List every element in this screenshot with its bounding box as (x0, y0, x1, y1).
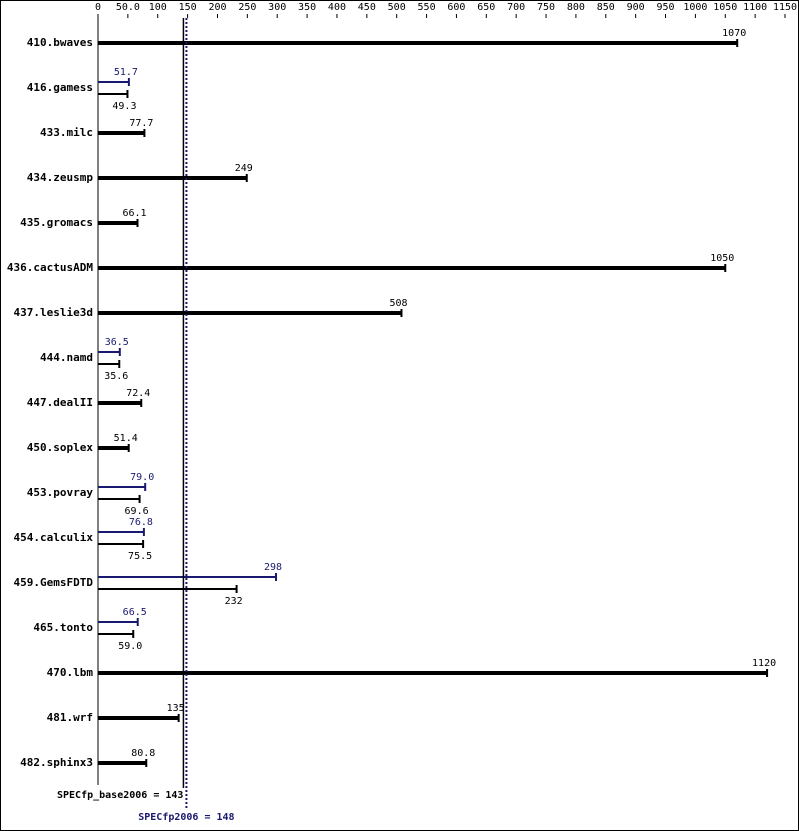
x-tick-label: 550 (418, 2, 436, 13)
x-tick-label: 0 (95, 2, 101, 13)
value-label: 75.5 (128, 551, 152, 562)
x-tick-label: 800 (567, 2, 585, 13)
x-tick-label: 1100 (743, 2, 767, 13)
bar (98, 176, 247, 180)
x-tick-label: 1050 (713, 2, 737, 13)
category-label: 454.calculix (14, 531, 94, 544)
value-label: 80.8 (131, 748, 155, 759)
category-label: 470.lbm (47, 666, 94, 679)
value-label: 508 (389, 298, 407, 309)
x-tick-label: 850 (597, 2, 615, 13)
value-label: 232 (225, 596, 243, 607)
category-label: 453.povray (27, 486, 94, 499)
value-label: 1120 (752, 658, 776, 669)
x-tick-label: 700 (507, 2, 525, 13)
category-label: 482.sphinx3 (20, 756, 93, 769)
bar (98, 41, 738, 45)
value-label: 72.4 (126, 388, 150, 399)
reference-label: SPECfp_base2006 = 143 (57, 790, 183, 801)
bar (98, 131, 145, 135)
value-label: 66.1 (122, 208, 146, 219)
x-tick-label: 950 (656, 2, 674, 13)
bar (98, 486, 146, 488)
category-label: 433.milc (40, 126, 93, 139)
category-label: 465.tonto (33, 621, 93, 634)
category-label: 447.dealII (27, 396, 93, 409)
value-label: 1070 (722, 28, 746, 39)
x-tick-label: 50.0 (116, 2, 140, 13)
bar (98, 633, 134, 635)
category-label: 437.leslie3d (14, 306, 93, 319)
bar (98, 311, 402, 315)
x-tick-label: 350 (298, 2, 316, 13)
bar (98, 266, 726, 270)
x-tick-label: 400 (328, 2, 346, 13)
category-label: 436.cactusADM (7, 261, 93, 274)
x-tick-label: 1000 (683, 2, 707, 13)
bar (98, 531, 144, 533)
category-label: 435.gromacs (20, 216, 93, 229)
value-label: 79.0 (130, 472, 154, 483)
value-label: 135 (167, 703, 185, 714)
x-tick-label: 600 (447, 2, 465, 13)
x-tick-label: 500 (388, 2, 406, 13)
bar (98, 716, 179, 720)
x-tick-label: 300 (268, 2, 286, 13)
x-tick-label: 650 (477, 2, 495, 13)
x-tick-label: 450 (358, 2, 376, 13)
bar (98, 576, 277, 578)
value-label: 51.7 (114, 67, 138, 78)
category-label: 444.namd (40, 351, 93, 364)
category-label: 459.GemsFDTD (14, 576, 94, 589)
category-label: 481.wrf (47, 711, 93, 724)
bar (98, 498, 140, 500)
x-tick-label: 100 (149, 2, 167, 13)
value-label: 36.5 (105, 337, 129, 348)
bar (98, 588, 237, 590)
x-tick-label: 750 (537, 2, 555, 13)
bar (98, 81, 129, 83)
value-label: 66.5 (123, 607, 147, 618)
x-tick-label: 150 (179, 2, 197, 13)
category-label: 416.gamess (27, 81, 93, 94)
x-tick-label: 900 (627, 2, 645, 13)
value-label: 35.6 (104, 371, 128, 382)
bar (98, 401, 142, 405)
bar (98, 671, 768, 675)
bar (98, 351, 120, 353)
category-label: 450.soplex (27, 441, 94, 454)
bar (98, 363, 120, 365)
value-label: 298 (264, 562, 282, 573)
bar (98, 543, 144, 545)
value-label: 49.3 (112, 101, 136, 112)
reference-label: SPECfp2006 = 148 (138, 812, 234, 823)
value-label: 69.6 (125, 506, 149, 517)
value-label: 51.4 (114, 433, 138, 444)
bar (98, 761, 147, 765)
value-label: 77.7 (129, 118, 153, 129)
x-tick-label: 250 (238, 2, 256, 13)
bar (98, 93, 128, 95)
value-label: 76.8 (129, 517, 153, 528)
x-tick-label: 1150 (773, 2, 797, 13)
value-label: 249 (235, 163, 253, 174)
bar (98, 221, 138, 225)
value-label: 1050 (710, 253, 734, 264)
category-label: 434.zeusmp (27, 171, 94, 184)
bar (98, 446, 129, 450)
category-label: 410.bwaves (27, 36, 93, 49)
value-label: 59.0 (118, 641, 142, 652)
bar (98, 621, 138, 623)
x-tick-label: 200 (208, 2, 226, 13)
